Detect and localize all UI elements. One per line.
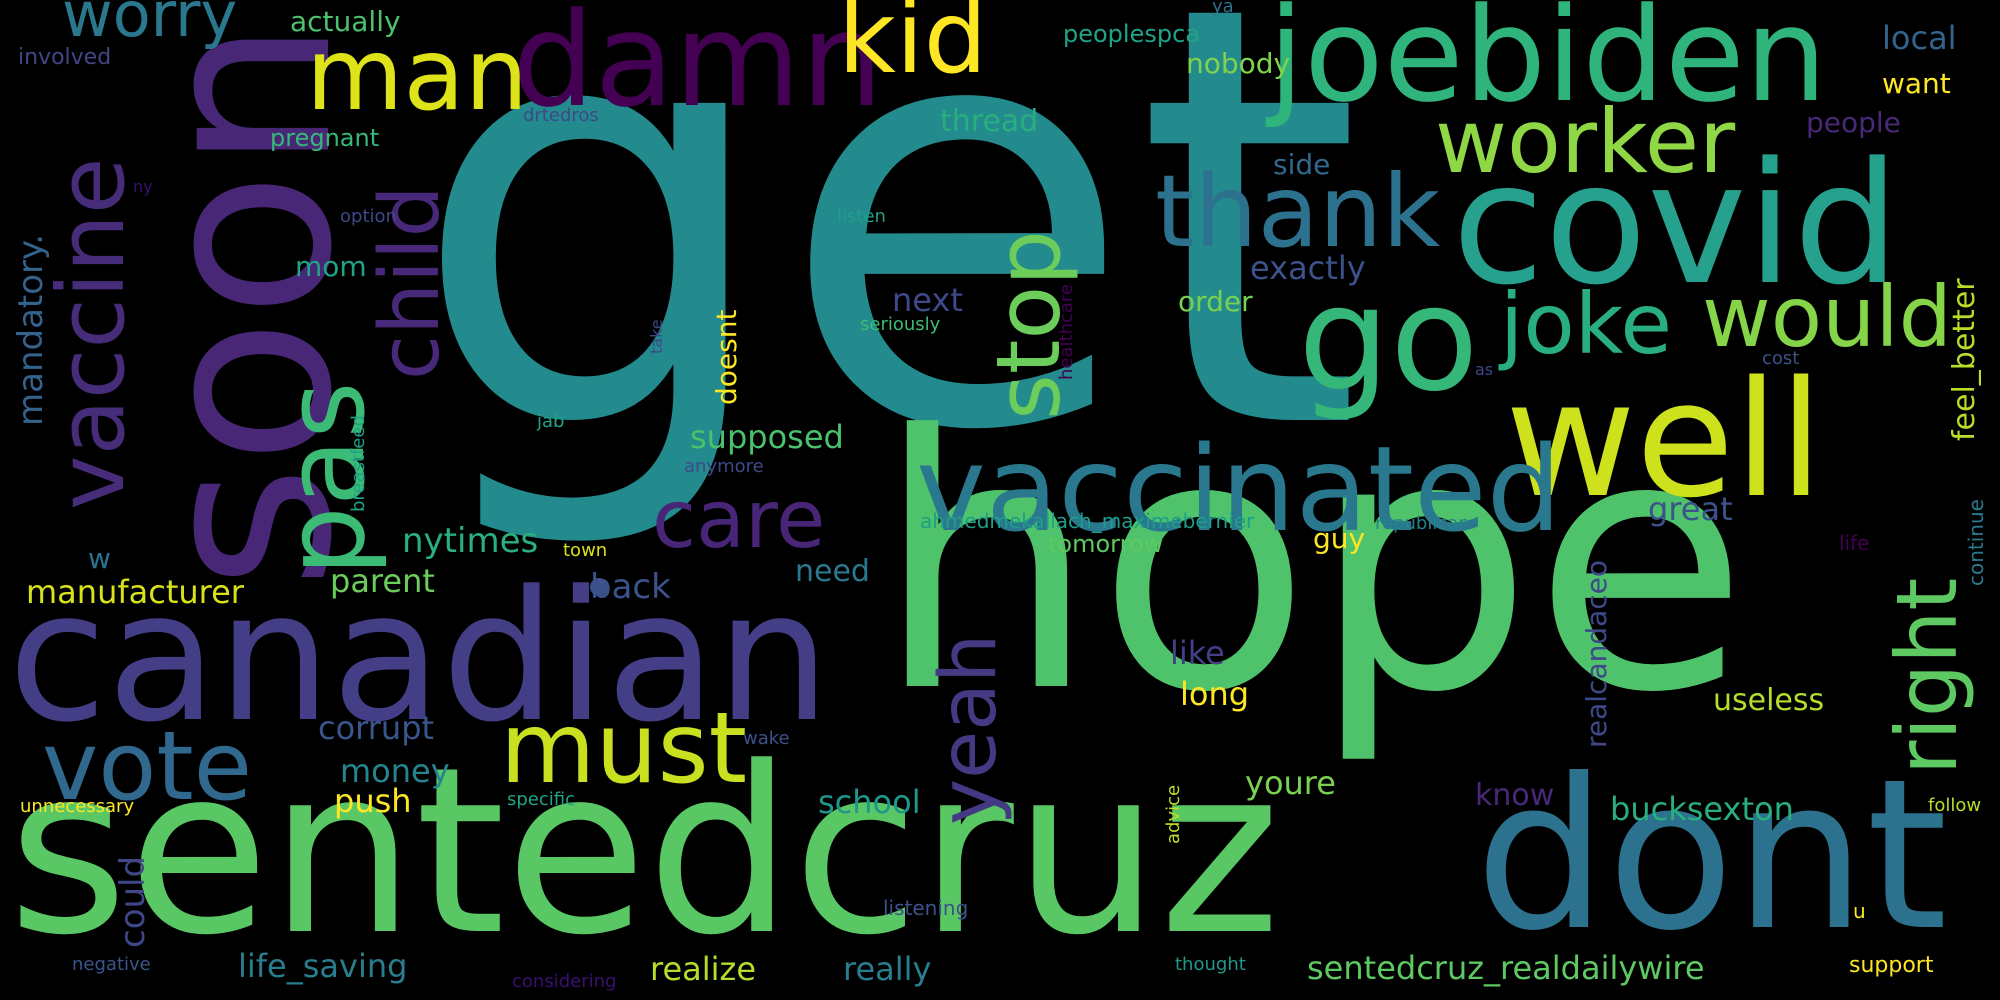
word-follow: follow — [1928, 795, 1982, 816]
word-town: town — [563, 540, 608, 561]
word-unnecessary: unnecessary — [20, 796, 135, 817]
word-negative: negative — [72, 954, 151, 975]
word-tomorrow: tomorrow — [1048, 530, 1164, 558]
word-really: really — [843, 950, 932, 988]
word-know: know — [1475, 778, 1555, 813]
word-considering: considering — [512, 971, 617, 992]
word-thank: thank — [1155, 153, 1441, 270]
word-man: man — [306, 16, 529, 133]
word-useless: useless — [1713, 683, 1825, 718]
word-manufacturer: manufacturer — [26, 573, 244, 611]
word-could: could — [113, 855, 153, 948]
word-covid: covid — [1452, 126, 1900, 322]
word-involved: involved — [18, 45, 112, 70]
word-long: long — [1180, 675, 1250, 713]
word-breastfeed: breastfeed — [348, 415, 369, 512]
word-worry: worry — [62, 0, 238, 51]
word-cost: cost — [1762, 348, 1800, 369]
word-nytimes: nytimes — [402, 521, 539, 561]
word-side: side — [1273, 148, 1331, 181]
word-pregnant: pregnant — [270, 124, 380, 152]
word-wake: wake — [743, 728, 790, 749]
word-thread: thread — [940, 104, 1039, 139]
word-push: push — [334, 782, 412, 820]
word-specific: specific — [507, 789, 576, 810]
word-joke: joke — [1500, 275, 1673, 373]
word-like: like — [1170, 634, 1225, 672]
word-hope: hope — [875, 361, 1749, 769]
word-mom: mom — [295, 250, 367, 283]
word-canadian: canadian — [8, 553, 831, 762]
word-life-saving: life_saving — [238, 947, 408, 985]
word-anymore: anymore — [684, 456, 764, 477]
word-realcandaceo: realcandaceo — [1580, 559, 1613, 748]
word-u: u — [1853, 899, 1866, 923]
word-damn: damn — [512, 0, 884, 136]
word-corrupt: corrupt — [318, 709, 435, 747]
word-vote: vote — [42, 712, 253, 822]
word-sentedcruz-realdailywire: sentedcruz_realdailywire — [1307, 949, 1705, 987]
word-healthcare: healthcare — [1056, 284, 1077, 380]
word-need: need — [795, 554, 870, 589]
word-parent: parent — [330, 562, 435, 600]
word-go: go — [1298, 255, 1479, 424]
word-life: life — [1839, 531, 1870, 555]
word-seriously: seriously — [860, 314, 941, 335]
word-peoplespca: peoplespca — [1063, 20, 1200, 48]
word-must: must — [500, 692, 748, 806]
word-youre: youre — [1245, 764, 1336, 802]
word-guy: guy — [1313, 522, 1366, 555]
word-right: right — [1878, 577, 1976, 775]
word-joebiden: joebiden — [1268, 0, 1828, 131]
word-supposed: supposed — [690, 418, 844, 456]
word-nobody: nobody — [1186, 47, 1291, 80]
word-feel-better: feel_better — [1947, 278, 1982, 441]
word-people: people — [1806, 106, 1901, 139]
word-back-dot — [590, 578, 608, 596]
word-take: take — [647, 319, 666, 354]
word-vaccine: vaccine — [38, 157, 145, 510]
word-as: as — [1475, 360, 1494, 379]
word-advice: advice — [1163, 784, 1184, 844]
word-worker: worker — [1435, 90, 1736, 193]
word-doesnt: doesnt — [710, 309, 743, 405]
word-local: local — [1882, 19, 1957, 57]
word-continue: continue — [1964, 499, 1988, 586]
word-listening: listening — [883, 896, 969, 920]
word-mandatory: mandatory. — [11, 233, 51, 426]
word-ahmedmekallach-maximebernier: ahmedmekallach_maximebernier — [920, 509, 1255, 533]
word-great: great — [1648, 490, 1733, 528]
word-yeah: yeah — [924, 633, 1014, 825]
word-option: option — [340, 206, 397, 227]
word-w: w — [88, 542, 111, 575]
word-thought: thought — [1175, 954, 1246, 975]
word-kid: kid — [838, 0, 988, 96]
word-listen: listen — [837, 206, 886, 227]
word-care: care — [652, 473, 826, 566]
word-get: get — [410, 0, 1363, 557]
word-jab: jab — [537, 411, 565, 432]
word-would: would — [1702, 268, 1952, 366]
word-republican: republican — [1375, 513, 1470, 534]
word-money: money — [340, 752, 450, 790]
word-exactly: exactly — [1250, 249, 1366, 287]
word-realize: realize — [650, 950, 757, 988]
word-support: support — [1849, 953, 1934, 978]
word-bucksexton: bucksexton — [1610, 790, 1794, 828]
word-sentedcruz: sentedcruz — [8, 719, 1281, 986]
word-drtedros: drtedros — [523, 105, 599, 126]
word-actually: actually — [290, 5, 401, 38]
word-next: next — [892, 281, 963, 319]
word-ya: ya — [1212, 0, 1234, 17]
word-want: want — [1882, 67, 1951, 100]
word-dont: dont — [1475, 735, 1948, 977]
word-order: order — [1178, 285, 1253, 318]
word-well: well — [1505, 346, 1824, 533]
word-ny: ny — [133, 177, 153, 196]
word-vaccinated: vaccinated — [916, 420, 1562, 558]
word-school: school — [818, 783, 921, 821]
